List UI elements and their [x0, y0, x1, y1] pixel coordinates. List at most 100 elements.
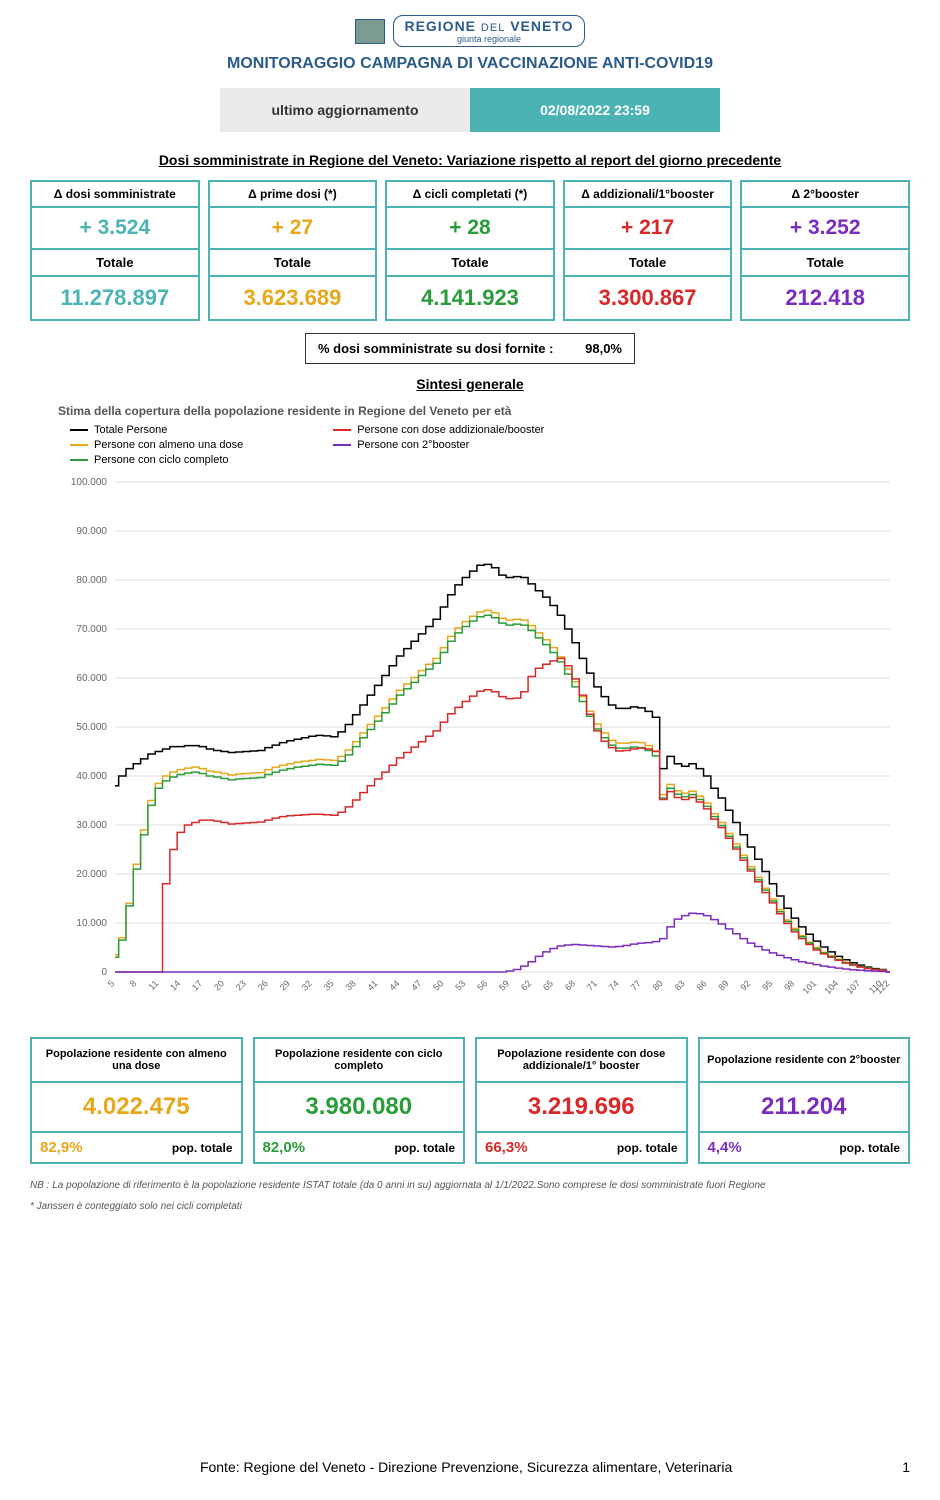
stat-delta: + 3.252 — [742, 208, 908, 250]
stat-total-label: Totale — [565, 250, 731, 277]
update-label: ultimo aggiornamento — [220, 88, 470, 132]
logo-del: DEL — [481, 22, 505, 34]
svg-text:20: 20 — [212, 978, 226, 992]
coverage-chart: 010.00020.00030.00040.00050.00060.00070.… — [40, 472, 900, 1022]
svg-text:50: 50 — [431, 978, 445, 992]
pop-pct-label: pop. totale — [839, 1141, 900, 1155]
logo-icon — [355, 19, 385, 44]
chart-legend: Totale Persone Persone con almeno una dos… — [70, 424, 910, 466]
legend-item: Persone con dose addizionale/booster — [333, 424, 544, 436]
legend-item: Persone con ciclo completo — [70, 454, 243, 466]
stat-total: 11.278.897 — [32, 277, 198, 319]
svg-text:90.000: 90.000 — [76, 526, 107, 537]
svg-text:59: 59 — [497, 978, 511, 992]
svg-text:30.000: 30.000 — [76, 820, 107, 831]
stat-header: Δ addizionali/1°booster — [565, 182, 731, 208]
pop-value: 3.219.696 — [477, 1083, 686, 1133]
stat-total: 212.418 — [742, 277, 908, 319]
stat-box: Δ prime dosi (*)+ 27Totale3.623.689 — [208, 180, 378, 321]
pop-pct-label: pop. totale — [172, 1141, 233, 1155]
logo-sub: giunta regionale — [404, 34, 573, 44]
logo-text: REGIONE DEL VENETO giunta regionale — [393, 15, 584, 47]
pop-pct: 82,9% — [40, 1139, 83, 1156]
chart-svg: 010.00020.00030.00040.00050.00060.00070.… — [40, 472, 900, 1022]
stat-delta: + 3.524 — [32, 208, 198, 250]
footer: Fonte: Regione del Veneto - Direzione Pr… — [30, 1459, 910, 1475]
svg-text:53: 53 — [453, 978, 467, 992]
pop-pct-row: 4,4% pop. totale — [700, 1133, 909, 1162]
svg-text:83: 83 — [673, 978, 687, 992]
pop-pct: 4,4% — [708, 1139, 742, 1156]
svg-text:40.000: 40.000 — [76, 771, 107, 782]
svg-text:11: 11 — [147, 978, 161, 992]
stat-delta: + 217 — [565, 208, 731, 250]
svg-text:38: 38 — [344, 978, 358, 992]
logo-main-1: REGIONE — [404, 18, 476, 34]
pop-stat-box: Popolazione residente con 2°booster211.2… — [698, 1037, 911, 1164]
legend-item: Totale Persone — [70, 424, 243, 436]
svg-text:74: 74 — [607, 978, 621, 992]
svg-text:89: 89 — [716, 978, 730, 992]
logo-row: REGIONE DEL VENETO giunta regionale — [30, 15, 910, 47]
stat-header: Δ 2°booster — [742, 182, 908, 208]
footnote-2: * Janssen è conteggiato solo nei cicli c… — [30, 1200, 910, 1213]
section1-title: Dosi somministrate in Regione del Veneto… — [30, 152, 910, 168]
svg-text:62: 62 — [519, 978, 533, 992]
pct-box: % dosi somministrate su dosi fornite : 9… — [305, 333, 635, 364]
pop-header: Popolazione residente con 2°booster — [700, 1039, 909, 1083]
page-number: 1 — [902, 1459, 910, 1475]
pop-pct-label: pop. totale — [394, 1141, 455, 1155]
pop-pct-label: pop. totale — [617, 1141, 678, 1155]
svg-text:50.000: 50.000 — [76, 722, 107, 733]
svg-text:29: 29 — [278, 978, 292, 992]
stat-box: Δ 2°booster+ 3.252Totale212.418 — [740, 180, 910, 321]
pop-stat-box: Popolazione residente con dose addiziona… — [475, 1037, 688, 1164]
svg-text:95: 95 — [760, 978, 774, 992]
stat-box: Δ cicli completati (*)+ 28Totale4.141.92… — [385, 180, 555, 321]
pop-stat-box: Popolazione residente con almeno una dos… — [30, 1037, 243, 1164]
stat-header: Δ dosi somministrate — [32, 182, 198, 208]
svg-text:14: 14 — [168, 978, 182, 992]
page-title: MONITORAGGIO CAMPAGNA DI VACCINAZIONE AN… — [30, 55, 910, 73]
svg-text:71: 71 — [585, 978, 599, 992]
pop-pct-row: 82,9% pop. totale — [32, 1133, 241, 1162]
svg-text:65: 65 — [541, 978, 555, 992]
svg-text:41: 41 — [365, 978, 379, 992]
svg-text:70.000: 70.000 — [76, 624, 107, 635]
svg-text:101: 101 — [801, 978, 819, 996]
stat-box: Δ addizionali/1°booster+ 217Totale3.300.… — [563, 180, 733, 321]
pop-value: 3.980.080 — [255, 1083, 464, 1133]
legend-item: Persone con almeno una dose — [70, 439, 243, 451]
stat-header: Δ cicli completati (*) — [387, 182, 553, 208]
pop-pct-row: 82,0%pop. totale — [255, 1133, 464, 1162]
svg-text:98: 98 — [782, 978, 796, 992]
pop-header: Popolazione residente con dose addiziona… — [477, 1039, 686, 1083]
update-row: ultimo aggiornamento 02/08/2022 23:59 — [30, 88, 910, 132]
coverage-title: Stima della copertura della popolazione … — [58, 404, 910, 418]
svg-text:20.000: 20.000 — [76, 869, 107, 880]
pop-value: 4.022.475 — [32, 1083, 241, 1133]
stat-header: Δ prime dosi (*) — [210, 182, 376, 208]
logo-veneto: VENETO — [510, 18, 573, 34]
pop-header: Popolazione residente con almeno una dos… — [32, 1039, 241, 1083]
stat-total: 3.300.867 — [565, 277, 731, 319]
svg-text:107: 107 — [844, 978, 862, 996]
svg-text:47: 47 — [409, 978, 423, 992]
svg-text:86: 86 — [694, 978, 708, 992]
stat-total: 3.623.689 — [210, 277, 376, 319]
stats-grid: Δ dosi somministrate+ 3.524 Totale 11.278.… — [30, 180, 910, 321]
stat-delta: + 27 — [210, 208, 376, 250]
stat-delta: + 28 — [387, 208, 553, 250]
stat-box: Δ dosi somministrate+ 3.524Totale11.278.… — [30, 180, 200, 321]
pop-pct-row: 66,3%pop. totale — [477, 1133, 686, 1162]
svg-text:60.000: 60.000 — [76, 673, 107, 684]
legend-item: Persone con 2°booster — [333, 439, 544, 451]
svg-text:35: 35 — [322, 978, 336, 992]
svg-text:80: 80 — [651, 978, 665, 992]
stat-total: 4.141.923 — [387, 277, 553, 319]
header: REGIONE DEL VENETO giunta regionale MONI… — [30, 15, 910, 132]
footnotes: NB : La popolazione di riferimento è la … — [30, 1179, 910, 1213]
svg-text:77: 77 — [629, 978, 643, 992]
svg-text:92: 92 — [738, 978, 752, 992]
svg-text:10.000: 10.000 — [76, 918, 107, 929]
